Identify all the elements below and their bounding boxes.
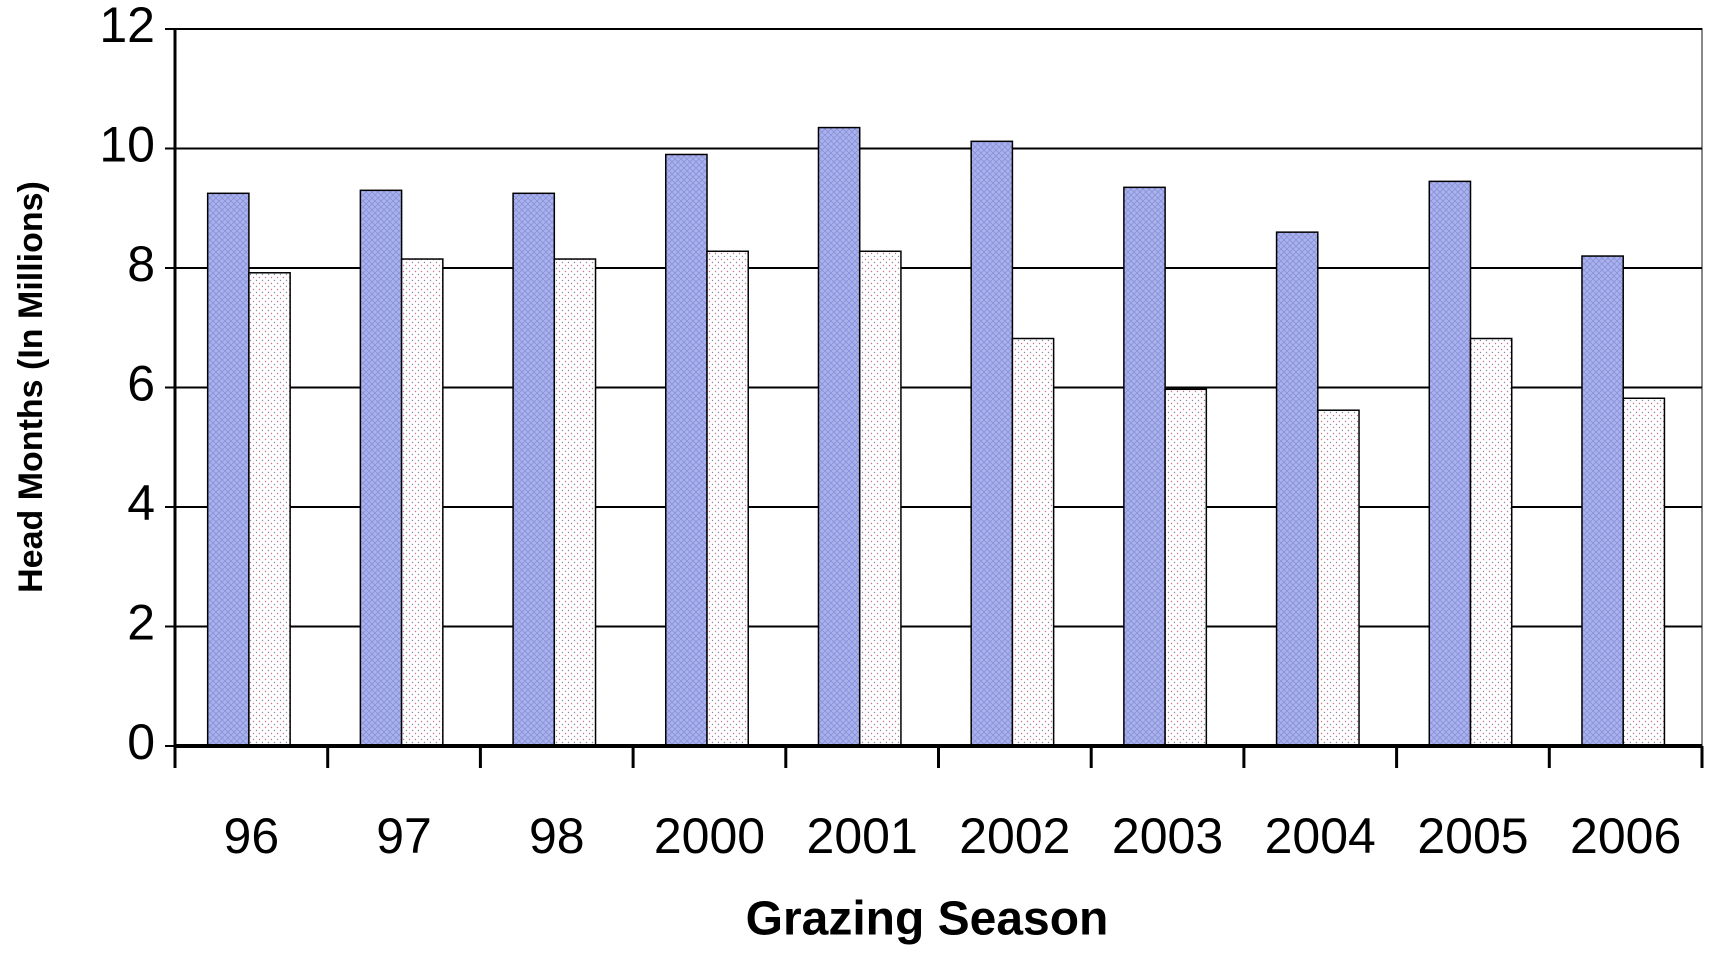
bar <box>970 140 1014 747</box>
bar <box>1123 186 1166 747</box>
x-axis-title: Grazing Season <box>746 893 1109 946</box>
bar <box>1428 180 1472 747</box>
bar <box>1011 337 1055 747</box>
x-tick-label: 96 <box>224 808 280 864</box>
x-tick-label: 98 <box>529 808 585 864</box>
x-tick-label: 2000 <box>654 808 765 864</box>
x-tick-label: 2005 <box>1417 808 1528 864</box>
bar <box>665 153 708 747</box>
x-tick-label: 2006 <box>1570 808 1681 864</box>
y-tick-label: 4 <box>127 475 155 531</box>
x-tick-label: 2004 <box>1265 808 1376 864</box>
bar <box>248 272 291 747</box>
bar <box>858 250 902 747</box>
x-tick-label: 97 <box>376 808 432 864</box>
bar <box>1622 397 1666 747</box>
bar <box>1469 337 1513 747</box>
bar <box>1275 231 1319 747</box>
y-tick-label: 8 <box>127 236 155 292</box>
y-axis-title: Head Months (In Millions) <box>12 181 50 593</box>
bar <box>1317 409 1360 747</box>
bar <box>206 192 250 747</box>
bar <box>359 189 403 747</box>
bar <box>817 126 861 747</box>
bar <box>1581 255 1624 747</box>
x-tick-label: 2003 <box>1112 808 1223 864</box>
y-tick-label: 10 <box>99 117 155 173</box>
y-tick-label: 0 <box>127 714 155 770</box>
y-tick-label: 6 <box>127 356 155 412</box>
y-tick-label: 2 <box>127 595 155 651</box>
y-tick-label: 12 <box>99 0 155 53</box>
bar <box>400 258 444 747</box>
bar <box>1164 388 1208 747</box>
x-tick-label: 2001 <box>807 808 918 864</box>
bar <box>706 250 749 747</box>
x-tick-label: 2002 <box>959 808 1070 864</box>
bar <box>553 258 597 747</box>
bar <box>512 192 556 747</box>
